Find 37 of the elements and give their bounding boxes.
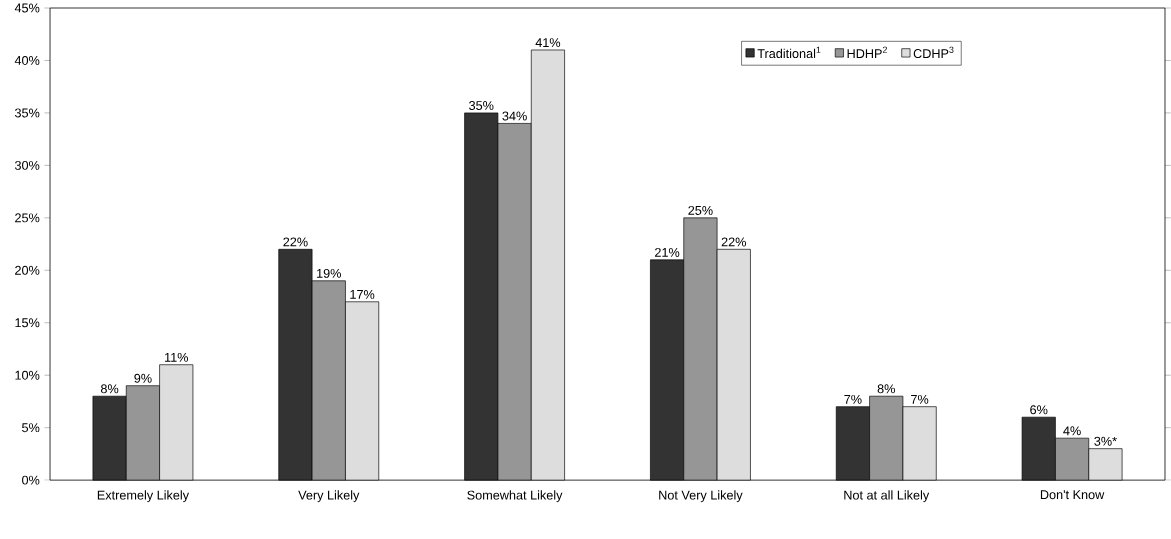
data-label: 35% [469,101,494,111]
data-label: 22% [721,237,746,247]
y-tick-label: 15% [15,318,40,328]
x-tick-label: Not at all Likely [844,490,930,503]
y-tick-label: 45% [14,3,40,13]
y-tick-label: 30% [14,160,40,170]
x-tick-label: Not Very Likely [659,490,743,503]
data-label: 21% [655,248,680,257]
x-tick-label: Somewhat Likely [467,490,563,503]
data-label: 3%* [1094,436,1117,446]
x-tick-label: Extremely Likely [97,490,190,503]
data-label: 19% [317,268,341,278]
legend-label: HDHP$^{2}$ [847,46,887,59]
data-label: 4% [1063,426,1081,436]
data-label: 8% [877,384,895,394]
legend-label: CDHP$^{3}$ [913,46,954,59]
data-label: 9% [134,373,152,383]
y-tick-label: 20% [15,265,40,275]
data-label: 8% [100,384,119,394]
data-label: 7% [911,394,929,404]
x-tick-label: Very Likely [298,490,360,503]
data-label: 11% [165,353,189,362]
legend-label: Traditional$^{1}$ [757,46,821,59]
data-label: 41% [535,38,561,48]
data-label: 22% [283,237,308,247]
x-tick-label: Don't Know [1040,490,1105,500]
data-label: 6% [1030,405,1048,415]
y-tick-label: 10% [15,370,40,380]
y-tick-label: 40% [14,56,40,66]
y-tick-label: 0% [22,475,40,485]
y-tick-label: 5% [22,423,40,433]
data-label: 17% [350,290,375,299]
data-label: 25% [688,206,713,215]
data-label: 7% [844,394,862,404]
y-tick-label: 25% [15,213,40,223]
data-label: 34% [502,111,527,121]
y-tick-label: 35% [14,108,40,118]
